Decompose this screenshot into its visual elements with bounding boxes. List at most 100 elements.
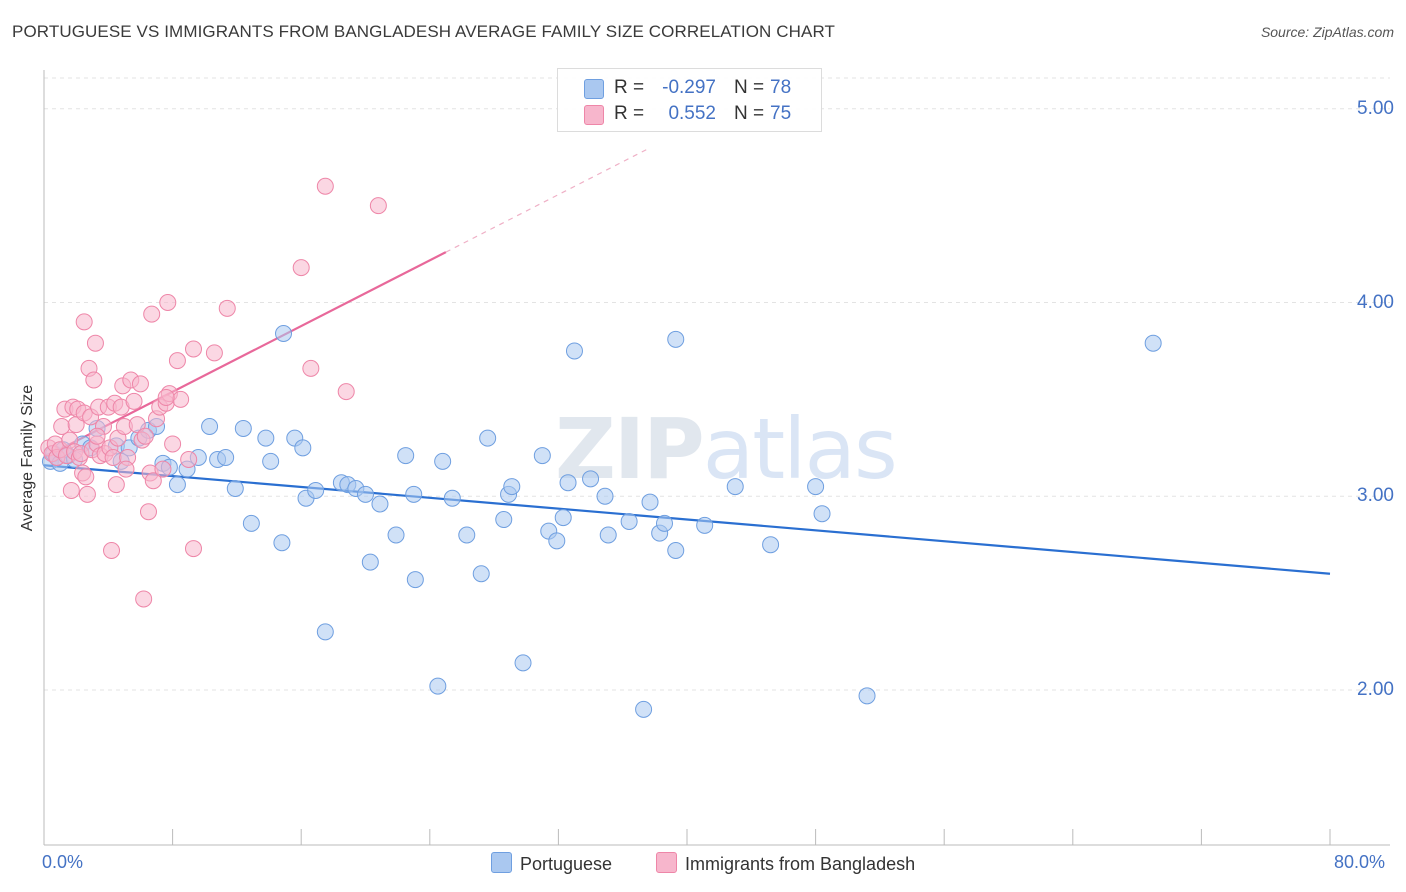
point-portuguese xyxy=(273,534,291,552)
point-portuguese xyxy=(696,516,714,534)
point-portuguese xyxy=(357,485,374,503)
point-portuguese xyxy=(858,687,876,705)
legend-item-bangladesh: Immigrants from Bangladesh xyxy=(656,852,915,875)
point-portuguese xyxy=(405,485,423,503)
legend-swatch-bangladesh xyxy=(656,852,677,873)
point-bangladesh xyxy=(172,390,190,408)
point-bangladesh xyxy=(78,485,96,503)
legend-n-label: N = xyxy=(734,77,765,98)
gridlines xyxy=(44,77,1390,691)
legend-n-value: 78 xyxy=(770,77,792,98)
point-portuguese xyxy=(201,418,219,435)
point-portuguese xyxy=(168,476,186,494)
point-bangladesh xyxy=(139,503,157,521)
point-portuguese xyxy=(316,623,334,641)
point-bangladesh xyxy=(62,481,80,499)
point-bangladesh xyxy=(128,416,146,434)
point-bangladesh xyxy=(131,375,149,393)
legend-n-label: N = xyxy=(734,103,765,124)
point-portuguese xyxy=(559,474,577,492)
point-portuguese xyxy=(762,536,780,554)
legend-label-portuguese: Portuguese xyxy=(520,854,613,874)
point-portuguese xyxy=(472,565,490,583)
point-portuguese xyxy=(726,478,744,496)
point-portuguese xyxy=(565,342,583,360)
trend-line-portuguese xyxy=(43,464,1331,575)
point-bangladesh xyxy=(85,371,103,389)
legend-swatch-bangladesh xyxy=(584,105,604,125)
data-points xyxy=(40,177,1162,718)
point-portuguese xyxy=(458,526,476,544)
point-portuguese xyxy=(234,419,252,437)
y-tick-label: 3.00 xyxy=(1357,485,1394,507)
point-bangladesh xyxy=(180,450,198,468)
chart-title: PORTUGUESE VS IMMIGRANTS FROM BANGLADESH… xyxy=(12,22,836,41)
point-portuguese xyxy=(226,480,244,497)
point-portuguese xyxy=(667,542,685,559)
point-bangladesh xyxy=(75,313,93,331)
legend-r-label: R = xyxy=(614,77,645,98)
point-bangladesh xyxy=(369,197,387,215)
point-portuguese xyxy=(635,700,653,718)
point-portuguese xyxy=(479,429,497,447)
point-bangladesh xyxy=(77,468,95,486)
correlation-legend: R = -0.297 N = 78 R = 0.552 N = 75 xyxy=(557,68,822,132)
point-bangladesh xyxy=(154,460,172,478)
point-bangladesh xyxy=(184,540,202,558)
trend-lines xyxy=(43,148,1331,575)
trend-extension-bangladesh xyxy=(445,148,648,253)
point-portuguese xyxy=(514,654,532,672)
legend-item-portuguese: Portuguese xyxy=(491,852,612,875)
watermark-logo: ZIPatlas xyxy=(555,400,898,498)
point-bangladesh xyxy=(157,388,175,406)
point-portuguese xyxy=(443,489,461,507)
point-portuguese xyxy=(406,571,424,589)
point-portuguese xyxy=(257,429,275,447)
point-portuguese xyxy=(275,325,293,342)
y-tick-label: 5.00 xyxy=(1357,97,1394,119)
point-bangladesh xyxy=(125,392,143,410)
point-bangladesh xyxy=(104,449,122,466)
point-portuguese xyxy=(554,509,572,527)
point-portuguese xyxy=(262,452,280,470)
point-portuguese xyxy=(307,481,325,499)
y-tick-label: 4.00 xyxy=(1357,291,1394,313)
point-portuguese xyxy=(1144,334,1162,352)
source-label: Source: ZipAtlas.com xyxy=(1260,24,1394,40)
legend-swatch-portuguese xyxy=(584,79,604,99)
point-bangladesh xyxy=(136,427,154,445)
point-portuguese xyxy=(807,478,825,496)
x-tick-label-max: 80.0% xyxy=(1334,852,1386,872)
point-bangladesh xyxy=(184,340,202,358)
point-portuguese xyxy=(242,514,260,532)
point-portuguese xyxy=(533,447,551,465)
point-portuguese xyxy=(429,677,447,695)
point-bangladesh xyxy=(143,305,161,323)
point-portuguese xyxy=(548,532,566,550)
legend-r-value: 0.552 xyxy=(668,103,716,124)
legend-label-bangladesh: Immigrants from Bangladesh xyxy=(685,854,916,874)
legend-swatch-portuguese xyxy=(491,852,512,873)
point-portuguese xyxy=(387,526,405,544)
point-portuguese xyxy=(294,439,312,457)
point-bangladesh xyxy=(103,542,121,559)
point-portuguese xyxy=(495,511,513,528)
point-bangladesh xyxy=(337,383,355,401)
point-portuguese xyxy=(217,449,235,466)
point-portuguese xyxy=(503,478,521,496)
point-bangladesh xyxy=(292,259,310,277)
point-portuguese xyxy=(667,330,685,348)
point-bangladesh xyxy=(88,427,106,445)
x-tick-label-min: 0.0% xyxy=(42,852,84,872)
y-tick-label: 2.00 xyxy=(1357,679,1394,700)
point-bangladesh xyxy=(144,472,162,490)
point-portuguese xyxy=(641,493,659,511)
legend-r-value: -0.297 xyxy=(662,77,716,98)
axes xyxy=(43,70,1390,846)
point-bangladesh xyxy=(205,344,223,362)
legend-r-label: R = xyxy=(614,103,645,124)
point-portuguese xyxy=(582,470,600,488)
point-bangladesh xyxy=(86,334,104,352)
watermark-zip: ZIP xyxy=(555,400,705,498)
